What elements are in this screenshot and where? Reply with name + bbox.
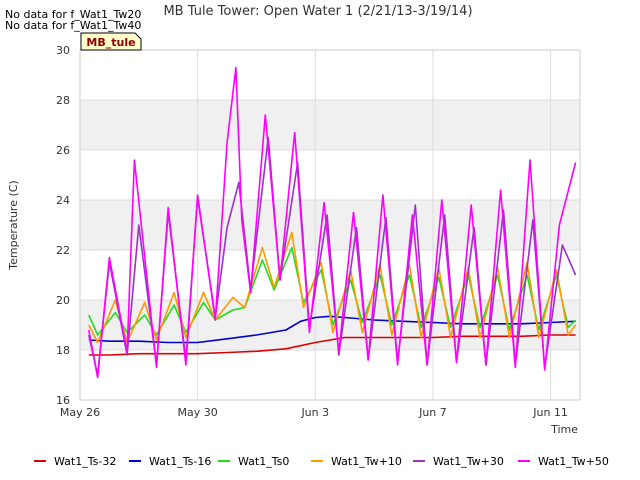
x-tick-label: Jun 3	[300, 406, 329, 419]
y-tick-label: 22	[56, 244, 70, 257]
legend-label: Wat1_Ts-16	[149, 455, 211, 468]
series-line-Wat1_Ts-16	[88, 315, 576, 344]
y-tick-labels: 16 18 20 22 24 26 28 30	[56, 44, 70, 407]
x-axis-label: Time	[550, 423, 578, 436]
series-lines	[88, 66, 577, 379]
y-axis-label: Temperature (C)	[7, 180, 20, 270]
x-tick-label: May 26	[60, 406, 100, 419]
y-tick-label: 30	[56, 44, 70, 57]
plot-frame	[79, 49, 581, 401]
legend-label: Wat1_Tw+30	[433, 455, 504, 468]
y-tick-label: 18	[56, 344, 70, 357]
x-tick-label: Jun 11	[532, 406, 568, 419]
y-tick-label: 16	[56, 394, 70, 407]
y-tick-label: 26	[56, 144, 70, 157]
station-tag-label: MB_tule	[86, 36, 135, 49]
x-tick-label: Jun 7	[418, 406, 447, 419]
no-data-note-2: No data for f_Wat1_Tw40	[5, 19, 141, 32]
series-line-Wat1_Tw+10	[88, 231, 577, 344]
x-tick-labels: May 26 May 30 Jun 3 Jun 7 Jun 11	[60, 406, 568, 419]
legend-label: Wat1_Ts-32	[54, 455, 116, 468]
band-26	[80, 100, 580, 150]
series-line-Wat1_Tw+50	[88, 66, 577, 379]
station-tag-box	[80, 32, 142, 51]
y-tick-label: 20	[56, 294, 70, 307]
x-tick-label: May 30	[178, 406, 218, 419]
legend-label: Wat1_Tw+10	[331, 455, 402, 468]
legend: Wat1_Ts-32 Wat1_Ts-16 Wat1_Ts0 Wat1_Tw+10 Wa…	[34, 455, 609, 468]
legend-label: Wat1_Ts0	[238, 455, 289, 468]
no-data-note-1: No data for f_Wat1_Tw20	[5, 8, 141, 21]
series-line-Wat1_Ts-32	[88, 334, 576, 356]
legend-label: Wat1_Tw+50	[538, 455, 609, 468]
station-tag: MB_tule	[80, 32, 142, 51]
y-tick-label: 24	[56, 194, 70, 207]
alternating-bands	[80, 100, 580, 350]
y-tick-label: 28	[56, 94, 70, 107]
chart-title: MB Tule Tower: Open Water 1 (2/21/13-3/1…	[163, 4, 472, 19]
